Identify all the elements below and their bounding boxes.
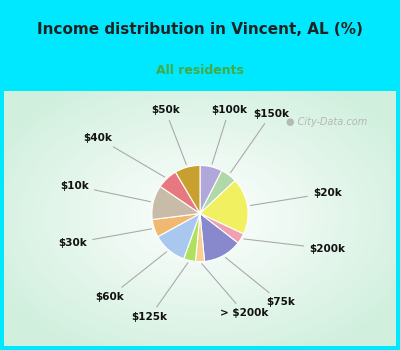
Text: $200k: $200k <box>244 239 345 254</box>
Text: $50k: $50k <box>151 105 186 164</box>
Wedge shape <box>160 172 200 214</box>
Text: $20k: $20k <box>250 188 342 205</box>
Text: $125k: $125k <box>132 263 188 322</box>
Wedge shape <box>184 214 200 261</box>
Wedge shape <box>200 214 238 261</box>
Text: $60k: $60k <box>96 252 166 302</box>
Text: $100k: $100k <box>211 105 247 164</box>
Text: $40k: $40k <box>83 133 165 177</box>
Wedge shape <box>200 171 235 213</box>
Wedge shape <box>176 166 200 214</box>
Text: $150k: $150k <box>230 108 290 173</box>
Wedge shape <box>200 166 222 214</box>
Text: Income distribution in Vincent, AL (%): Income distribution in Vincent, AL (%) <box>37 22 363 37</box>
Wedge shape <box>152 214 200 237</box>
Text: $30k: $30k <box>58 229 152 248</box>
Text: > $200k: > $200k <box>202 264 269 318</box>
Wedge shape <box>200 214 244 243</box>
Text: $10k: $10k <box>60 181 150 202</box>
Wedge shape <box>200 181 248 234</box>
Text: All residents: All residents <box>156 64 244 77</box>
Text: $75k: $75k <box>225 257 296 307</box>
Wedge shape <box>152 187 200 219</box>
Text: ● City-Data.com: ● City-Data.com <box>286 117 368 127</box>
Wedge shape <box>196 214 204 261</box>
Wedge shape <box>158 214 200 259</box>
